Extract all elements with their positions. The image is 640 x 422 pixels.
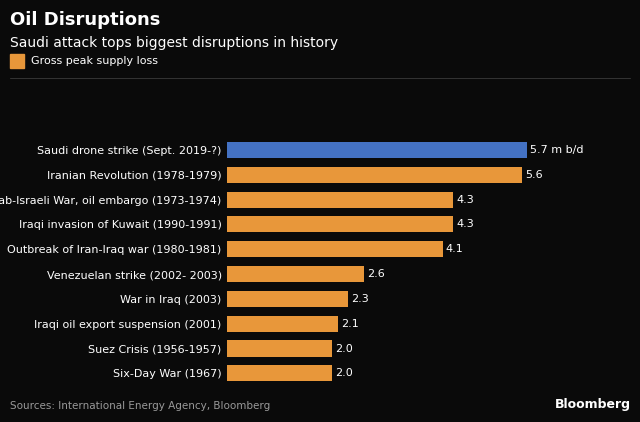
- Bar: [227, 291, 348, 307]
- Bar: [227, 192, 453, 208]
- Text: 4.3: 4.3: [456, 219, 474, 230]
- Bar: [227, 365, 332, 381]
- Text: 2.3: 2.3: [351, 294, 369, 304]
- Text: 4.3: 4.3: [456, 195, 474, 205]
- Text: Oil Disruptions: Oil Disruptions: [10, 11, 160, 29]
- Text: 4.1: 4.1: [446, 244, 463, 254]
- Text: 5.7 m b/d: 5.7 m b/d: [530, 145, 584, 155]
- Bar: [227, 241, 443, 257]
- Bar: [227, 341, 332, 357]
- Bar: [227, 316, 338, 332]
- Text: Sources: International Energy Agency, Bloomberg: Sources: International Energy Agency, Bl…: [10, 401, 270, 411]
- Text: 2.0: 2.0: [335, 368, 353, 379]
- Text: 2.0: 2.0: [335, 344, 353, 354]
- Bar: [227, 266, 364, 282]
- Text: Saudi attack tops biggest disruptions in history: Saudi attack tops biggest disruptions in…: [10, 36, 338, 50]
- Bar: [227, 142, 527, 158]
- Text: Bloomberg: Bloomberg: [554, 398, 630, 411]
- Bar: [227, 167, 522, 183]
- Text: Gross peak supply loss: Gross peak supply loss: [31, 56, 158, 66]
- Bar: [227, 216, 453, 233]
- Text: 5.6: 5.6: [525, 170, 542, 180]
- Text: 2.6: 2.6: [367, 269, 385, 279]
- Text: 2.1: 2.1: [340, 319, 358, 329]
